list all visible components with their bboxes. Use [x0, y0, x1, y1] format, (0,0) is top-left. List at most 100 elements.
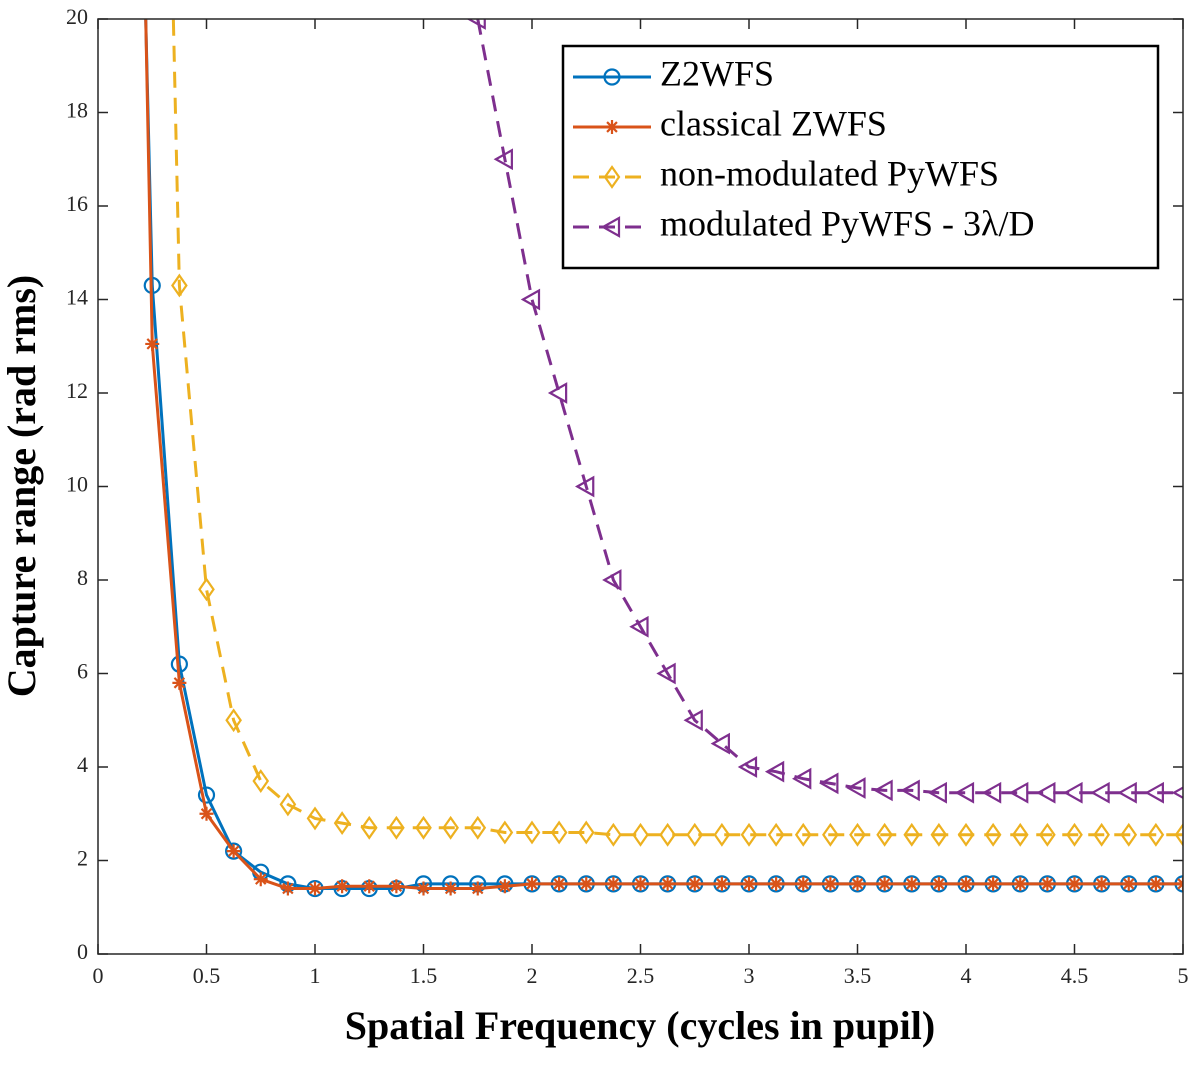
marker [1147, 822, 1165, 847]
marker [1066, 822, 1083, 847]
marker [145, 336, 160, 351]
legend-label: Z2WFS [660, 53, 774, 93]
legend: Z2WFS classical ZWFS non-modulated PyWFS mo… [561, 44, 1160, 270]
marker [931, 876, 946, 891]
marker [742, 876, 756, 891]
marker [308, 881, 322, 896]
axes-box [97, 18, 1184, 955]
marker [1094, 876, 1109, 891]
marker [714, 876, 729, 891]
marker [603, 165, 621, 189]
marker [687, 876, 702, 891]
marker [388, 815, 405, 840]
marker [1093, 822, 1110, 847]
marker [360, 815, 378, 840]
x-tick-label: 4 [961, 963, 972, 988]
legend-label: classical ZWFS [660, 103, 887, 143]
marker [577, 820, 595, 845]
marker [362, 879, 377, 894]
y-tick-label: 6 [77, 659, 88, 684]
marker [602, 569, 622, 591]
marker [199, 806, 214, 821]
marker [877, 876, 892, 891]
marker [198, 577, 215, 602]
y-tick-label: 2 [77, 846, 88, 871]
marker [493, 148, 513, 171]
marker [1148, 876, 1163, 891]
x-tick-label: 4.5 [1061, 963, 1089, 988]
marker [794, 822, 812, 847]
marker [603, 68, 621, 86]
marker [954, 781, 975, 804]
marker [335, 879, 350, 894]
marker [1036, 781, 1056, 804]
marker [737, 756, 758, 778]
marker [660, 876, 675, 891]
marker [1120, 822, 1138, 847]
marker [686, 822, 704, 847]
marker [1009, 781, 1029, 804]
marker [605, 822, 622, 847]
marker [769, 876, 784, 891]
x-tick-label: 0 [93, 963, 104, 988]
x-tick-label: 5 [1178, 963, 1189, 988]
marker [470, 881, 485, 896]
y-tick-label: 20 [66, 4, 88, 29]
y-tick-label: 8 [77, 565, 88, 590]
marker [927, 781, 947, 804]
series-line [171, 19, 1183, 837]
marker [903, 822, 921, 847]
x-tick-label: 1.5 [410, 963, 438, 988]
marker [1090, 781, 1110, 804]
marker [520, 288, 541, 311]
x-axis-label: Spatial Frequency (cycles in pupil) [345, 1003, 935, 1048]
marker [1144, 781, 1164, 804]
marker [469, 815, 487, 840]
marker [605, 120, 619, 134]
marker [550, 820, 568, 845]
marker [606, 876, 621, 891]
marker [767, 822, 785, 847]
marker [984, 822, 1002, 847]
marker [823, 876, 838, 891]
y-tick-label: 12 [66, 378, 88, 403]
marker [957, 822, 975, 847]
marker [1063, 781, 1083, 804]
marker [579, 876, 594, 891]
legend-box [561, 44, 1160, 270]
marker [1171, 786, 1183, 800]
marker [822, 822, 839, 847]
marker [306, 806, 324, 831]
marker [981, 781, 1002, 804]
marker [416, 881, 431, 896]
marker [713, 822, 731, 847]
marker [632, 822, 649, 847]
marker [197, 786, 216, 804]
marker [253, 872, 268, 887]
marker [1117, 781, 1137, 804]
marker [656, 662, 676, 685]
x-tick-label: 3.5 [844, 963, 872, 988]
marker [496, 820, 514, 845]
x-tick-label: 1 [310, 963, 321, 988]
marker [443, 881, 458, 896]
marker [876, 822, 893, 847]
y-tick-label: 10 [66, 472, 88, 497]
marker [819, 772, 839, 795]
marker [575, 475, 595, 498]
marker [764, 760, 785, 783]
y-tick-label: 18 [66, 98, 88, 123]
marker [1121, 876, 1136, 891]
marker [172, 675, 187, 690]
marker [552, 876, 567, 891]
marker [986, 876, 1001, 891]
marker [1040, 876, 1055, 891]
y-tick-label: 14 [66, 285, 88, 310]
marker [600, 216, 621, 238]
marker [846, 777, 866, 799]
x-tick-label: 0.5 [193, 963, 221, 988]
legend-label: modulated PyWFS - 3λ/D [660, 203, 1034, 243]
marker [225, 708, 242, 733]
marker [740, 822, 758, 847]
y-tick-label: 0 [77, 939, 88, 964]
